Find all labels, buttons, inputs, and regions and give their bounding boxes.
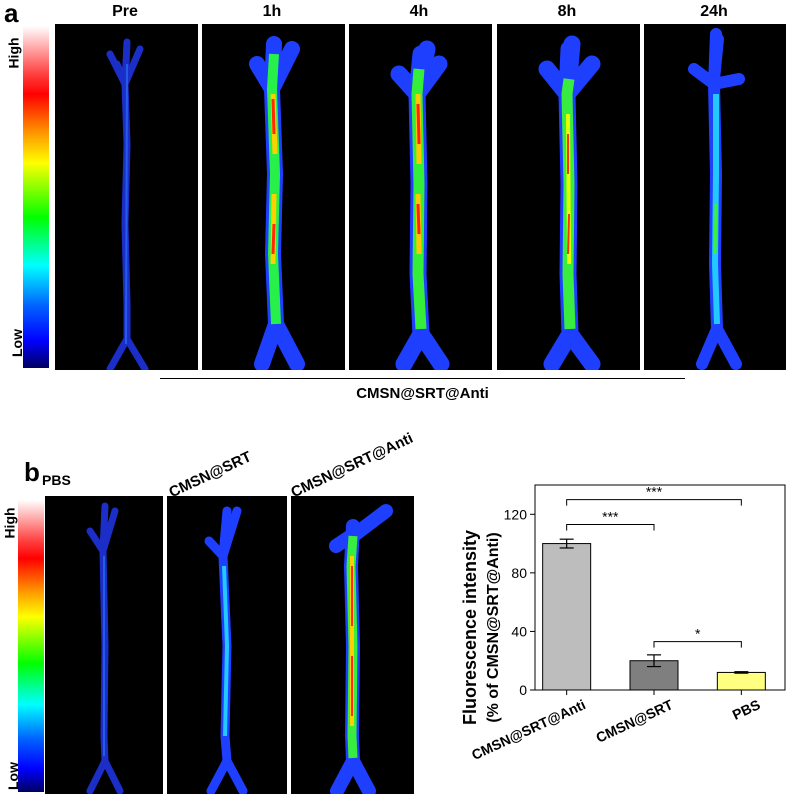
fluorescence-bar-chart: 0 40 80 120 Fluorescence intensity (% of CMSN… [460, 484, 786, 763]
x-tick-label: CMSN@SRT [593, 696, 675, 746]
y-axis-title-line2: (% of CMSN@SRT@Anti) [485, 532, 502, 722]
y-axis-title-line1: Fluorescence intensity [460, 530, 480, 725]
panel-b-letter: b [24, 457, 40, 487]
group-underline [160, 378, 685, 379]
panel-b-label-cmsn-srt: CMSN@SRT [166, 448, 255, 502]
panel-b-scale-high: High [1, 507, 18, 539]
panel-a-scale-low: Low [9, 329, 25, 357]
aorta-image-24h [644, 24, 786, 370]
panel-a-letter: a [4, 0, 19, 28]
aorta-image-8h [497, 24, 640, 370]
aorta-image-1h [202, 24, 345, 370]
timepoint-label-24h: 24h [700, 3, 728, 20]
sig-srt-vs-pbs-label: * [695, 626, 701, 642]
panel-b-label-cmsn-srt-anti: CMSN@SRT@Anti [288, 429, 416, 502]
sig-srt-vs-pbs-bracket [653, 641, 742, 648]
aorta-image-4h [349, 24, 492, 370]
x-tick-label: PBS [730, 696, 763, 723]
sig-anti-vs-pbs-label: *** [646, 484, 663, 500]
bar-2 [716, 671, 766, 691]
y-tick-label: 40 [511, 623, 527, 639]
sig-anti-vs-srt-bracket [566, 524, 655, 531]
aorta-image-cmsn-srt-anti [291, 496, 414, 794]
panel-b-label-pbs: PBS [42, 472, 71, 488]
panel-b-color-scale [18, 500, 44, 792]
timepoint-label-1h: 1h [262, 3, 282, 20]
y-tick-label: 0 [519, 682, 527, 698]
timepoint-label-8h: 8h [557, 3, 577, 20]
bar-0 [542, 543, 592, 691]
panel-b-scale-low: Low [5, 762, 21, 790]
sig-anti-vs-pbs-bracket [566, 499, 742, 506]
aorta-image-pbs [45, 496, 163, 794]
panel-a-color-scale [23, 26, 49, 368]
aorta-image-cmsn-srt [167, 496, 287, 794]
aorta-image-pre [55, 24, 198, 370]
panel-a-group-label: CMSN@SRT@Anti [356, 385, 489, 402]
timepoint-label-pre: Pre [112, 3, 138, 20]
y-tick-label: 80 [511, 565, 527, 581]
sig-anti-vs-srt-label: *** [602, 509, 619, 525]
panel-a-scale-high: High [5, 37, 22, 69]
y-tick-label: 120 [504, 506, 528, 522]
timepoint-label-4h: 4h [409, 3, 429, 20]
